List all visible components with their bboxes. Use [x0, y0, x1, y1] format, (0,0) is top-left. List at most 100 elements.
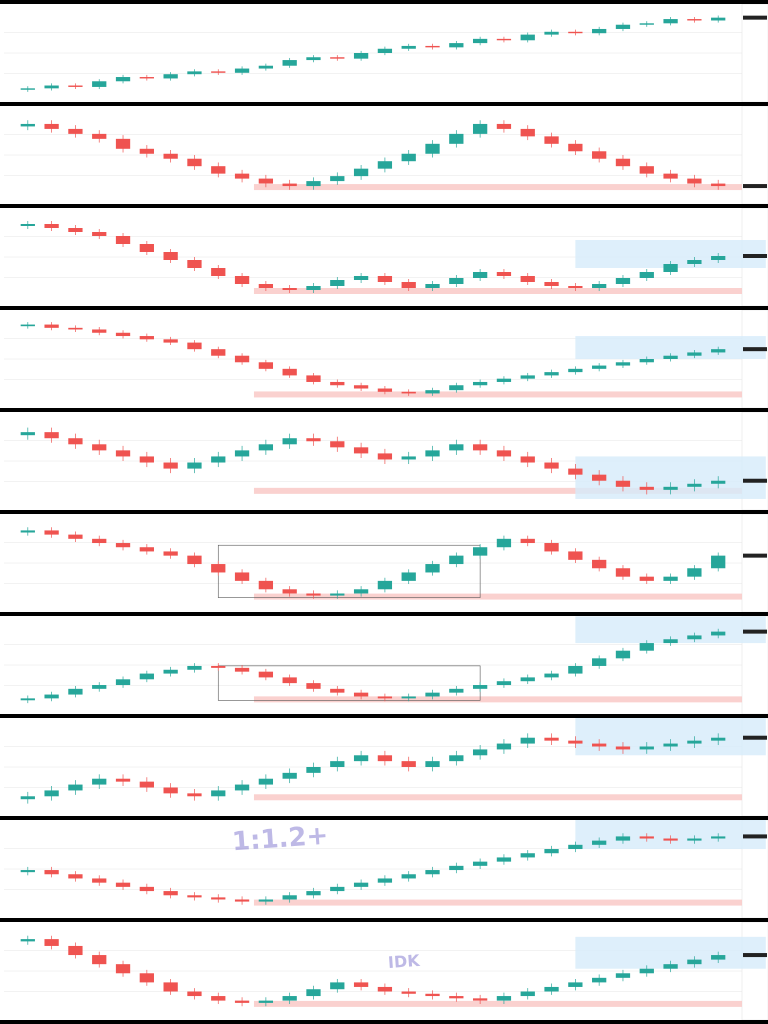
- candle-body: [20, 698, 35, 701]
- candle-body: [639, 746, 654, 750]
- candle-body: [163, 982, 178, 992]
- candle-body: [282, 60, 297, 66]
- candle-body: [20, 432, 35, 436]
- candle-body: [615, 24, 631, 29]
- candle-body: [234, 68, 250, 73]
- candlestick-chart: [4, 412, 768, 510]
- candle-body: [639, 643, 654, 651]
- candle-body: [258, 362, 274, 369]
- candle-body: [496, 996, 512, 1001]
- candle-body: [353, 982, 369, 987]
- candle-body: [44, 432, 59, 439]
- candlestick-chart: [4, 514, 768, 612]
- candlestick-chart: [4, 616, 768, 714]
- candle-body: [592, 977, 607, 983]
- candle-body: [449, 385, 464, 391]
- candle-body: [68, 327, 83, 330]
- candle-body: [496, 857, 512, 862]
- candle-body: [258, 284, 274, 288]
- chart-panel: [0, 718, 768, 816]
- candle-body: [520, 677, 535, 682]
- candle-body: [496, 38, 512, 41]
- candle-body: [139, 244, 154, 252]
- candle-body: [377, 48, 393, 53]
- candle-body: [330, 886, 345, 892]
- candle-body: [306, 375, 321, 382]
- candle-body: [92, 329, 107, 333]
- candle-body: [211, 349, 226, 356]
- candle-body: [425, 761, 440, 767]
- candlestick-chart: [4, 820, 768, 918]
- candle-body: [496, 272, 512, 276]
- candle-body: [92, 778, 107, 785]
- candle-body: [163, 891, 178, 896]
- candle-body: [544, 849, 559, 854]
- candle-body: [687, 483, 702, 487]
- candle-body: [115, 236, 131, 244]
- candle-body: [615, 480, 631, 487]
- candle-body: [663, 576, 678, 581]
- candle-body: [472, 685, 488, 689]
- demand-zone: [253, 593, 742, 600]
- demand-zone: [253, 184, 742, 191]
- candle-body: [187, 555, 202, 565]
- candle-body: [449, 43, 464, 48]
- candle-body: [115, 138, 131, 149]
- candle-body: [234, 450, 250, 457]
- candle-body: [663, 838, 678, 841]
- candle-body: [258, 1000, 274, 1003]
- candle-body: [568, 844, 583, 850]
- candle-body: [592, 365, 607, 369]
- candle-body: [425, 870, 440, 875]
- candle-body: [92, 878, 107, 883]
- candle-body: [234, 784, 250, 791]
- candle-body: [377, 580, 393, 590]
- candle-body: [187, 665, 202, 670]
- chart-panel: [0, 208, 768, 306]
- demand-zone: [253, 1000, 742, 1007]
- candle-body: [592, 151, 607, 159]
- candlestick-chart: [4, 208, 768, 306]
- chart-panel: [0, 514, 768, 612]
- candle-body: [353, 882, 369, 887]
- candle-body: [544, 986, 559, 992]
- candle-body: [639, 166, 654, 174]
- candle-body: [211, 564, 226, 573]
- candle-body: [377, 755, 393, 762]
- candle-body: [425, 564, 440, 573]
- candle-body: [211, 996, 226, 1001]
- candle-body: [68, 874, 83, 879]
- candle-body: [592, 28, 607, 34]
- candle-body: [68, 85, 83, 87]
- candle-body: [353, 447, 369, 454]
- demand-zone: [253, 288, 742, 294]
- candle-body: [592, 840, 607, 845]
- candle-body: [163, 153, 178, 159]
- candle-body: [211, 897, 226, 900]
- candle-body: [282, 895, 297, 900]
- candle-body: [187, 462, 202, 469]
- candle-body: [234, 173, 250, 179]
- candle-body: [234, 667, 250, 672]
- candle-body: [68, 784, 83, 791]
- candlestick-chart: [4, 310, 768, 408]
- candle-body: [520, 737, 535, 744]
- candle-body: [330, 57, 345, 59]
- candle-body: [44, 939, 59, 946]
- candle-body: [425, 284, 440, 288]
- candle-body: [449, 133, 464, 144]
- candle-body: [330, 593, 345, 596]
- candle-body: [663, 743, 678, 747]
- candle-body: [425, 692, 440, 697]
- candle-body: [711, 183, 726, 187]
- candle-body: [496, 538, 512, 548]
- candle-body: [425, 390, 440, 394]
- candle-body: [592, 559, 607, 569]
- candle-body: [306, 181, 321, 187]
- candle-body: [44, 324, 59, 328]
- candle-body: [353, 692, 369, 697]
- price-axis: [741, 514, 768, 612]
- last-price-marker: [743, 254, 767, 258]
- candle-body: [20, 224, 35, 226]
